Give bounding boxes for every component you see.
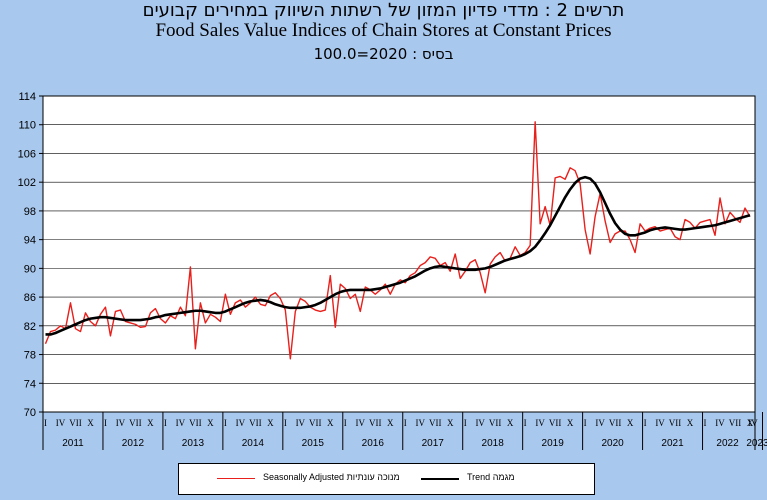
y-tick-label: 82 bbox=[24, 321, 36, 333]
x-tick-label: VII bbox=[489, 418, 502, 428]
chart-base-note: בסיס : 2020=100.0 bbox=[313, 45, 454, 63]
x-tick-label: IV bbox=[535, 418, 545, 428]
y-tick-label: 70 bbox=[24, 407, 36, 419]
legend-seasonal-label: Seasonally Adjusted מנוכה עונתיות bbox=[263, 472, 400, 482]
x-tick-label: VII bbox=[309, 418, 322, 428]
x-tick-label: I bbox=[224, 418, 227, 428]
x-tick-label: IV bbox=[475, 418, 485, 428]
y-tick-label: 106 bbox=[18, 148, 36, 160]
x-tick-label: IV bbox=[56, 418, 66, 428]
x-tick-label: I bbox=[164, 418, 167, 428]
x-tick-label: VII bbox=[69, 418, 82, 428]
y-tick-label: 102 bbox=[18, 177, 36, 189]
x-tick-label: I bbox=[464, 418, 467, 428]
x-tick-label: IV bbox=[356, 418, 366, 428]
x-tick-label: I bbox=[104, 418, 107, 428]
x-year-label: 2015 bbox=[302, 438, 325, 449]
plot-area bbox=[43, 96, 755, 412]
x-tick-label: IV bbox=[176, 418, 186, 428]
x-year-label: 2023 bbox=[746, 438, 767, 449]
y-tick-label: 114 bbox=[18, 91, 36, 103]
y-tick-label: 94 bbox=[24, 235, 36, 247]
x-tick-label: VII bbox=[729, 418, 742, 428]
x-year-label: 2012 bbox=[122, 438, 145, 449]
x-tick-label: IV bbox=[595, 418, 605, 428]
legend-item-seasonal: Seasonally Adjusted מנוכה עונתיות bbox=[217, 472, 407, 486]
legend-trend-label: Trend מגמה bbox=[467, 472, 515, 482]
x-tick-label: X bbox=[447, 418, 454, 428]
x-tick-label: VII bbox=[369, 418, 382, 428]
x-tick-label: X bbox=[507, 418, 514, 428]
y-tick-label: 78 bbox=[24, 350, 36, 362]
x-tick-label: I bbox=[584, 418, 587, 428]
legend-item-trend: Trend מגמה bbox=[421, 472, 571, 486]
plot-border bbox=[42, 95, 756, 413]
x-tick-label: IV bbox=[715, 418, 725, 428]
x-tick-label: X bbox=[567, 418, 574, 428]
x-tick-label: VII bbox=[189, 418, 202, 428]
x-year-label: 2016 bbox=[362, 438, 385, 449]
x-tick-label: VII bbox=[429, 418, 442, 428]
x-year-label: 2018 bbox=[482, 438, 505, 449]
x-tick-label: X bbox=[387, 418, 394, 428]
x-tick-label: VII bbox=[549, 418, 562, 428]
x-tick-label: X bbox=[327, 418, 334, 428]
x-tick-label: I bbox=[644, 418, 647, 428]
x-tick-label: I bbox=[344, 418, 347, 428]
series-trend bbox=[45, 175, 751, 336]
x-tick-label: X bbox=[627, 418, 634, 428]
x-year-label: 2020 bbox=[601, 438, 624, 449]
y-tick-label: 90 bbox=[24, 263, 36, 275]
y-tick-label: 74 bbox=[24, 378, 36, 390]
series-group bbox=[44, 121, 751, 360]
chart-title-english: Food Sales Value Indices of Chain Stores… bbox=[155, 20, 612, 41]
series-seasonally-adjusted bbox=[44, 121, 751, 360]
chart-title-hebrew: תרשים 2 : מדדי פדיון המזון של רשתות השיו… bbox=[142, 0, 625, 21]
x-year-label: 2014 bbox=[242, 438, 265, 449]
x-tick-label: X bbox=[747, 418, 754, 428]
x-tick-label: I bbox=[404, 418, 407, 428]
y-axis: 70 74 78 82 86 90 94 98 102 106 110 114 bbox=[18, 91, 43, 419]
x-year-label: 2017 bbox=[422, 438, 445, 449]
x-tick-label: IV bbox=[296, 418, 306, 428]
y-tick-label: 110 bbox=[18, 120, 36, 132]
y-tick-label: 98 bbox=[24, 206, 36, 218]
x-tick-label: X bbox=[207, 418, 214, 428]
x-tick-label: X bbox=[147, 418, 154, 428]
x-year-label: 2011 bbox=[62, 438, 84, 449]
x-tick-label: I bbox=[704, 418, 707, 428]
legend: Seasonally Adjusted מנוכה עונתיות Trend … bbox=[178, 463, 595, 495]
x-tick-label: VII bbox=[669, 418, 682, 428]
y-tick-label: 86 bbox=[24, 292, 36, 304]
x-year-label: 2022 bbox=[716, 438, 739, 449]
x-tick-label: IV bbox=[116, 418, 126, 428]
x-tick-label: VII bbox=[249, 418, 262, 428]
x-tick-label: I bbox=[284, 418, 287, 428]
x-tick-label: I bbox=[44, 418, 47, 428]
x-tick-label: IV bbox=[415, 418, 425, 428]
x-tick-label: IV bbox=[236, 418, 246, 428]
y-gridlines bbox=[43, 124, 755, 384]
x-tick-label: IV bbox=[655, 418, 665, 428]
x-tick-label: I bbox=[524, 418, 527, 428]
legend-trend-swatch bbox=[421, 478, 459, 480]
x-tick-label-last: IV bbox=[748, 418, 758, 428]
x-tick-label: X bbox=[267, 418, 274, 428]
x-year-label: 2013 bbox=[182, 438, 205, 449]
x-tick-label: VII bbox=[609, 418, 622, 428]
x-tick-label: VII bbox=[129, 418, 142, 428]
x-tick-label: X bbox=[87, 418, 94, 428]
x-year-label: 2021 bbox=[661, 438, 684, 449]
legend-seasonal-swatch bbox=[217, 478, 255, 479]
x-tick-label: X bbox=[687, 418, 694, 428]
x-year-label: 2019 bbox=[542, 438, 565, 449]
